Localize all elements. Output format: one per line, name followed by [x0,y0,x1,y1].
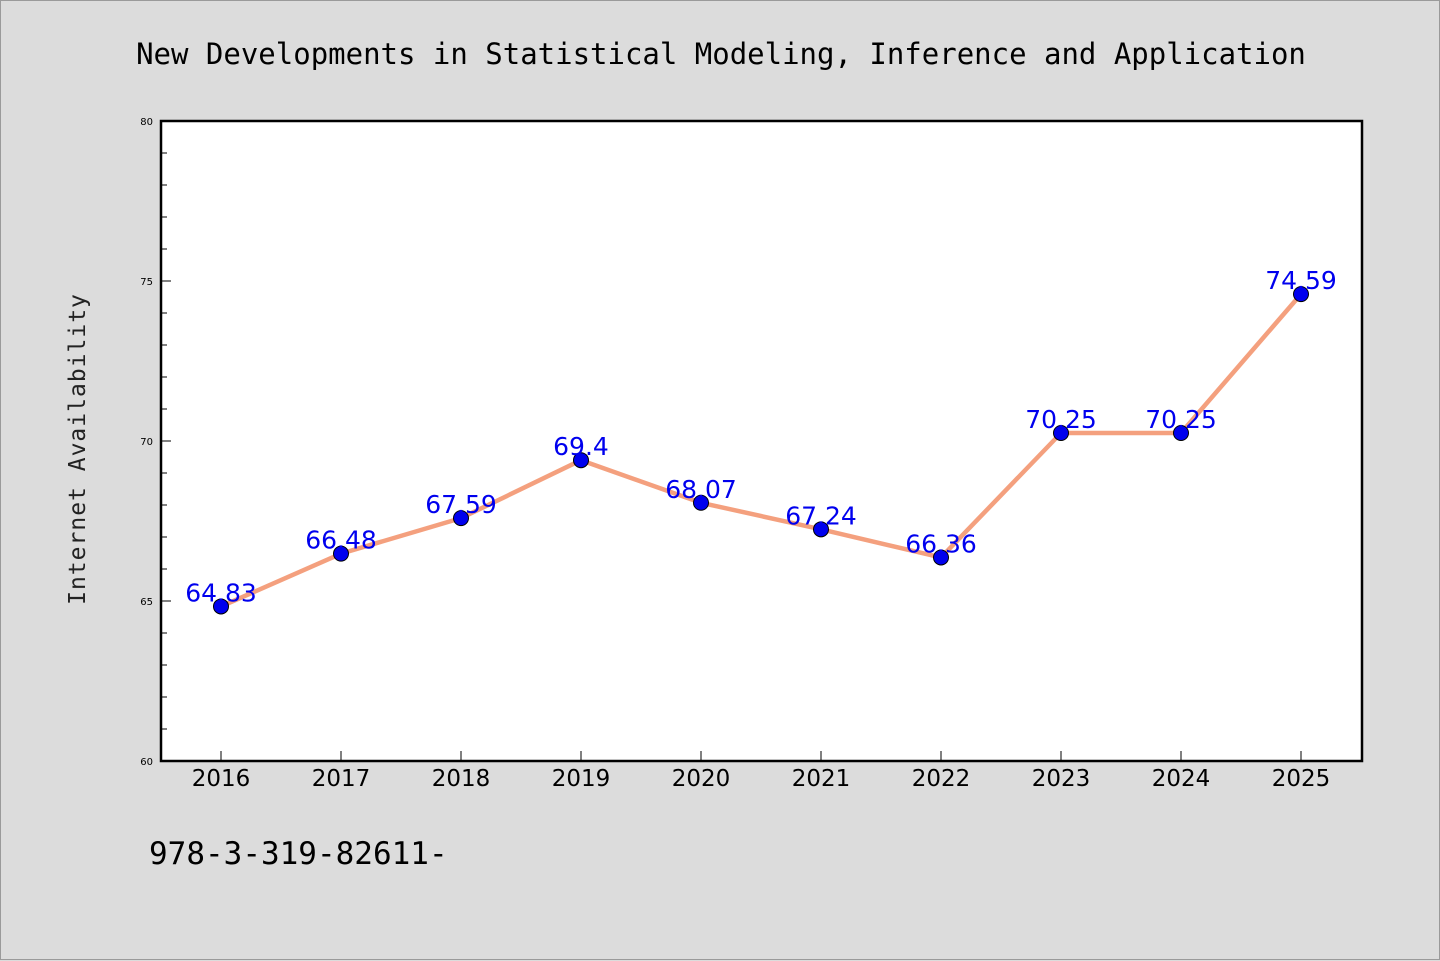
y-tick-label: 65 [140,597,153,608]
data-point [1053,425,1069,441]
data-point [933,549,949,566]
series-line-group [218,291,1304,609]
x-tick-label: 2018 [432,766,491,792]
data-label: 69.4 [553,432,609,461]
data-labels: 64.83 66.48 67.59 69.4 68.07 67.24 66.36 70.25 7… [185,266,1337,607]
data-label: 66.36 [905,529,977,558]
x-tick-label: 2021 [792,766,851,792]
data-label: 70.25 [1025,405,1097,434]
x-tick-label: 2024 [1152,766,1211,792]
x-axis: 2016 2017 2018 2019 2020 2021 2022 2023 2024 2025 [192,751,1331,792]
data-point [1173,425,1189,441]
data-label: 66.48 [305,526,377,555]
chart-title: New Developments in Statistical Modeling… [136,37,1306,71]
x-tick-label: 2025 [1272,766,1331,792]
series-line [218,291,1304,609]
data-point [1293,286,1309,303]
data-markers [213,286,1309,615]
data-label: 70.25 [1145,405,1217,434]
data-point [453,510,469,527]
x-tick-label: 2016 [192,766,251,792]
y-tick-label: 60 [140,757,153,768]
data-point [333,545,349,562]
y-tick-label: 80 [140,117,153,128]
data-label: 64.83 [185,578,257,607]
x-tick-label: 2020 [672,766,731,792]
x-tick-label: 2019 [552,766,611,792]
data-label: 74.59 [1265,266,1337,295]
y-axis-label: Internet Availability [65,293,91,605]
plot-area [159,119,1364,763]
x-tick-label: 2023 [1032,766,1091,792]
x-tick-label: 2022 [912,766,971,792]
data-point [693,494,709,511]
isbn-text: 978-3-319-82611- [149,836,448,872]
y-axis: 60 65 70 75 80 [140,117,171,768]
data-point [213,598,229,615]
data-point [813,521,829,538]
data-label: 67.24 [785,501,857,530]
data-label: 68.07 [665,475,737,504]
x-tick-label: 2017 [312,766,371,792]
data-point [573,452,589,469]
y-tick-label: 70 [140,437,153,448]
y-tick-label: 75 [140,277,153,288]
data-label: 67.59 [425,490,497,519]
